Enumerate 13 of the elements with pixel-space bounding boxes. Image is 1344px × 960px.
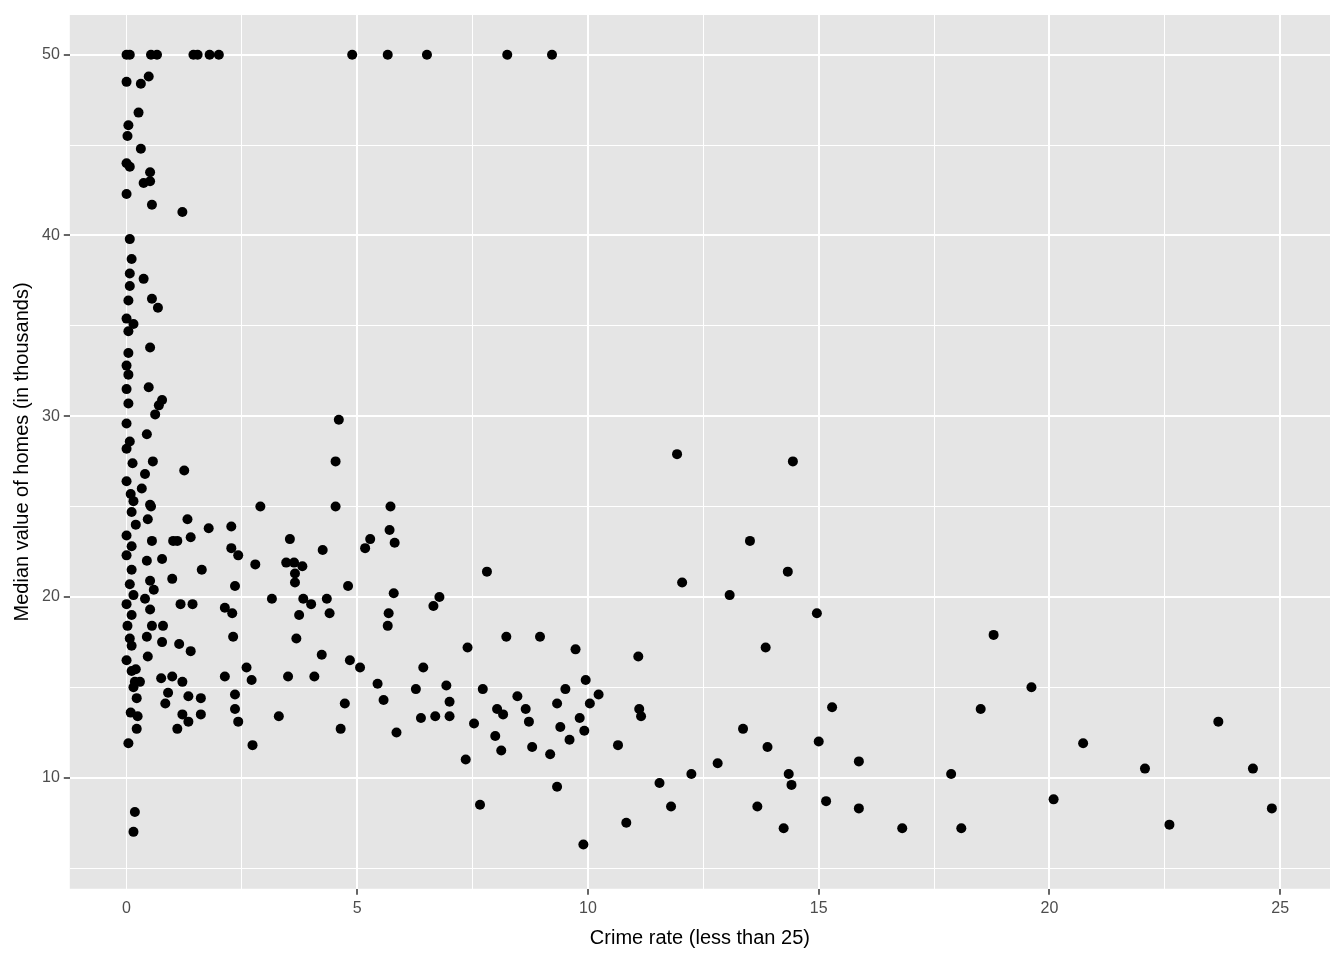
x-axis-title: Crime rate (less than 25)	[589, 925, 810, 948]
y-axis-title: Median value of homes (in thousands)	[9, 282, 32, 622]
y-tick-label: 20	[42, 587, 60, 605]
x-tick-label: 5	[352, 898, 362, 916]
x-tick-label: 20	[1040, 898, 1059, 916]
y-tick-label: 30	[42, 406, 60, 424]
y-tick-label: 10	[42, 768, 60, 786]
y-tick-label: 40	[42, 225, 60, 243]
x-tick-label: 0	[122, 898, 132, 916]
x-tick-label: 10	[579, 898, 597, 916]
y-tick-label: 50	[42, 45, 60, 63]
x-tick-label: 25	[1271, 898, 1290, 916]
x-tick-label: 15	[809, 898, 828, 916]
